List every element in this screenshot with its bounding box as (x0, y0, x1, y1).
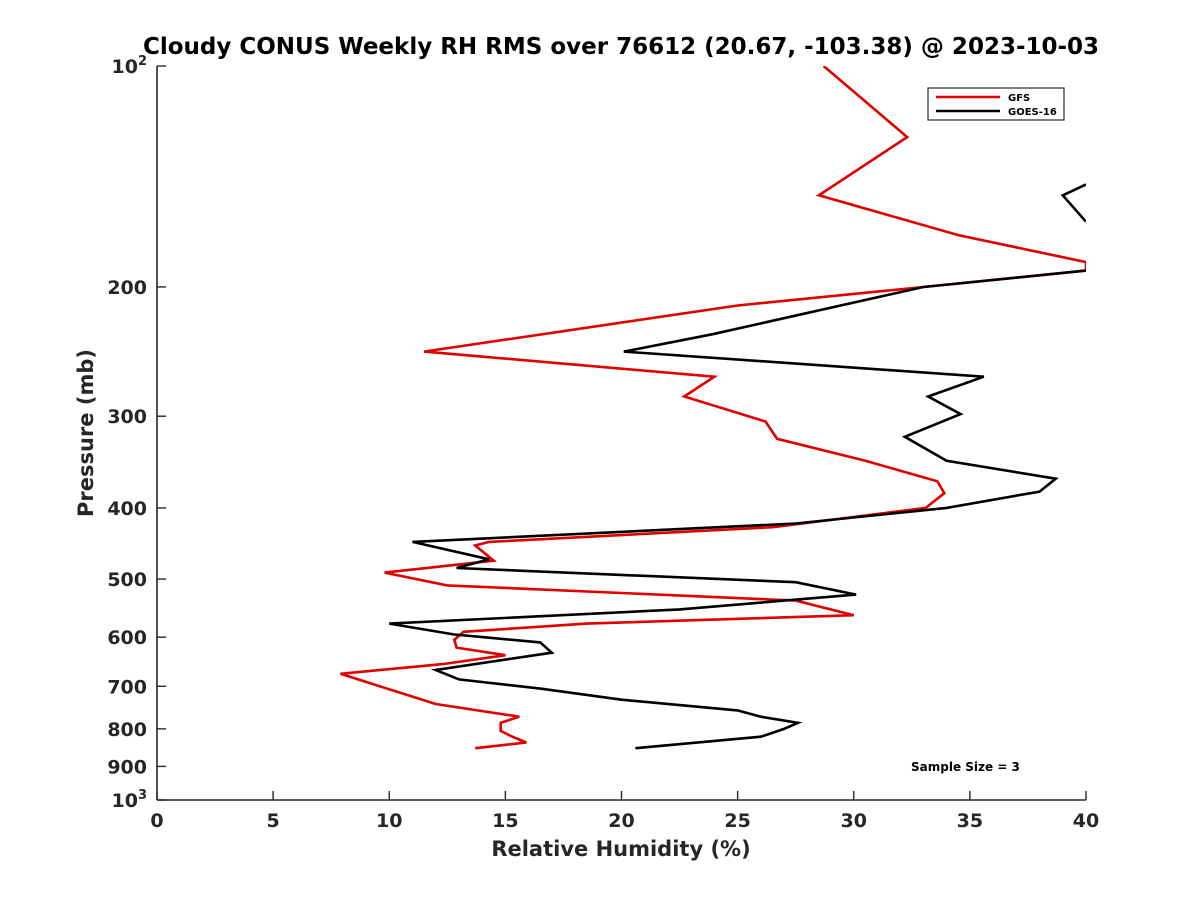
y-tick-label: 400 (107, 498, 147, 520)
y-tick-label: 800 (107, 719, 147, 741)
x-tick-label: 30 (841, 810, 867, 832)
series-goes-16 (389, 183, 1086, 750)
legend: GFS GOES-16 (927, 87, 1065, 121)
y-tick-label: 900 (107, 756, 147, 778)
y-tick-label: 500 (107, 569, 147, 591)
y-axis-label: Pressure (mb) (74, 349, 98, 517)
x-tick-label: 40 (1073, 810, 1099, 832)
series-gfs (340, 66, 1086, 750)
chart-title: Cloudy CONUS Weekly RH RMS over 76612 (2… (143, 34, 1099, 60)
x-tick-label: 35 (957, 810, 983, 832)
x-axis-label: Relative Humidity (%) (491, 837, 750, 861)
y-tick-label: 600 (107, 627, 147, 649)
series-line (1060, 183, 1086, 223)
y-tick-label: 700 (107, 676, 147, 698)
legend-entry: GFS (1008, 93, 1030, 104)
legend-box (927, 87, 1065, 121)
plot-area: 0 5 10 15 20 25 30 35 40 102 200 300 400 500 600 700 800… (107, 54, 1099, 832)
series-line (340, 66, 1086, 750)
x-tick-label: 10 (376, 810, 402, 832)
series-line (389, 269, 1086, 750)
y-tick-label: 200 (107, 277, 147, 299)
legend-entry: GOES-16 (1008, 107, 1057, 118)
x-tick-label: 25 (724, 810, 750, 832)
x-tick-label: 0 (150, 810, 163, 832)
x-tick-label: 15 (492, 810, 518, 832)
x-tick-label: 5 (267, 810, 280, 832)
sample-size-annotation: Sample Size = 3 (911, 760, 1020, 774)
y-tick-label: 103 (112, 788, 148, 812)
y-tick-label: 102 (112, 54, 148, 78)
x-tick-label: 20 (608, 810, 634, 832)
y-tick-label: 300 (107, 406, 147, 428)
